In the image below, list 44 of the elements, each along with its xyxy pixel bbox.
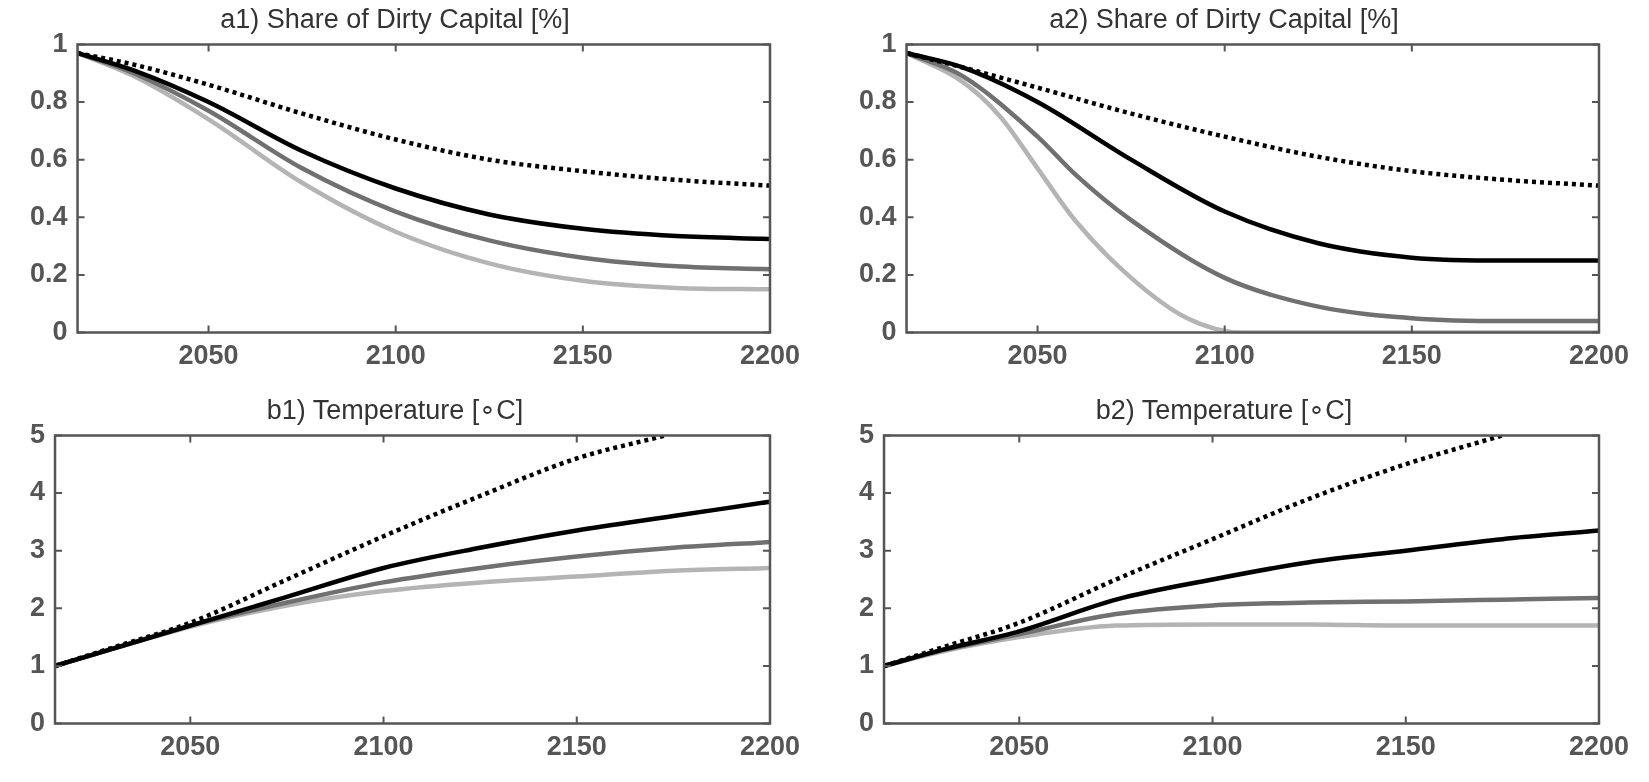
y-tick-label: 1	[858, 649, 875, 680]
x-tick-label: 2050	[989, 731, 1050, 762]
y-tick-label: 0.2	[858, 258, 897, 289]
y-tick-label: 0.6	[858, 143, 897, 174]
y-tick-label: 0.4	[29, 200, 68, 231]
y-tick-label: 2	[858, 591, 875, 622]
y-tick-label: 5	[29, 418, 46, 449]
x-tick-label: 2200	[739, 340, 801, 371]
y-tick-label: 0	[881, 316, 897, 347]
y-tick-label: 0.8	[858, 85, 897, 116]
y-tick-label: 5	[858, 418, 875, 449]
x-tick-label: 2150	[1375, 731, 1436, 762]
y-tick-label: 3	[858, 534, 875, 565]
x-tick-label: 2050	[178, 340, 239, 371]
y-tick-label: 1	[29, 649, 46, 680]
x-tick-label: 2200	[1568, 731, 1630, 762]
y-tick-label: 1	[881, 27, 897, 58]
y-tick-label: 0	[858, 707, 875, 738]
x-tick-label: 2100	[1194, 340, 1255, 371]
x-tick-label: 2200	[1568, 340, 1630, 371]
y-tick-label: 0.6	[29, 143, 68, 174]
y-tick-label: 1	[52, 27, 68, 58]
y-tick-label: 0.8	[29, 85, 68, 116]
chart-title: a2) Share of Dirty Capital [%]	[1049, 3, 1399, 34]
y-tick-label: 0.4	[858, 200, 897, 231]
y-tick-label: 4	[858, 476, 875, 507]
y-tick-label: 0	[52, 316, 68, 347]
chart-title: b2) Temperature [∘C]	[1095, 394, 1353, 425]
x-tick-label: 2050	[1007, 340, 1068, 371]
x-tick-label: 2050	[160, 731, 221, 762]
x-tick-label: 2100	[1182, 731, 1243, 762]
y-tick-label: 3	[29, 534, 46, 565]
y-tick-label: 0.2	[29, 258, 68, 289]
x-tick-label: 2100	[365, 340, 426, 371]
x-tick-label: 2150	[546, 731, 607, 762]
x-tick-label: 2100	[353, 731, 414, 762]
chart-title: b1) Temperature [∘C]	[266, 394, 524, 425]
y-tick-label: 4	[29, 476, 46, 507]
x-tick-label: 2200	[739, 731, 801, 762]
x-tick-label: 2150	[552, 340, 613, 371]
x-tick-label: 2150	[1381, 340, 1442, 371]
y-tick-label: 0	[29, 707, 46, 738]
chart-title: a1) Share of Dirty Capital [%]	[220, 3, 570, 34]
y-tick-label: 2	[29, 591, 46, 622]
